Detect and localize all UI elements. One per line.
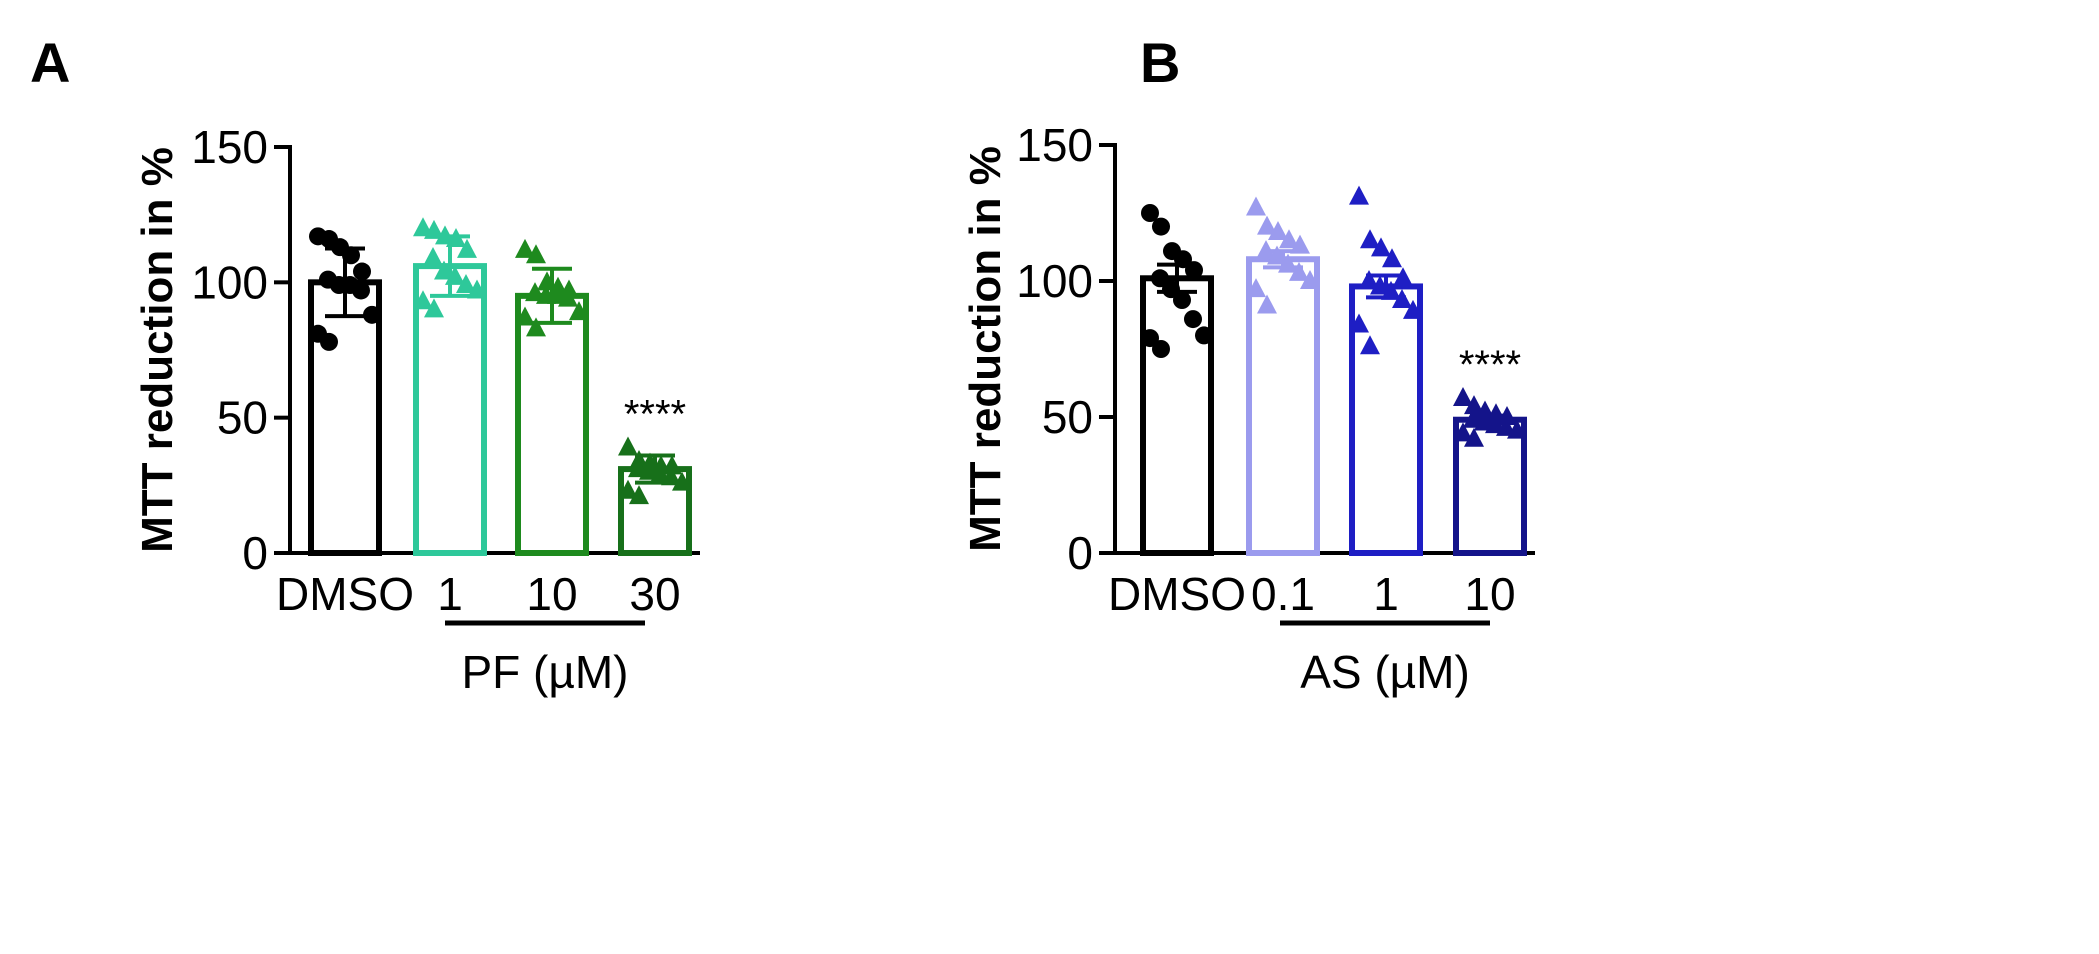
bar-0.1	[1246, 256, 1320, 556]
data-point	[558, 287, 578, 307]
data-point	[1300, 270, 1320, 289]
data-point	[629, 485, 649, 505]
data-point	[1152, 217, 1170, 236]
data-point	[1360, 229, 1380, 249]
data-point	[1195, 326, 1213, 345]
data-point	[1141, 204, 1159, 222]
data-point	[1381, 280, 1401, 300]
data-point	[1173, 291, 1191, 310]
data-point	[413, 290, 433, 310]
data-point	[1392, 289, 1412, 309]
data-point	[445, 265, 465, 285]
data-point	[1403, 299, 1423, 319]
data-point	[424, 298, 444, 318]
y-tick-label: 100	[1016, 255, 1093, 307]
data-point	[618, 436, 638, 456]
x-tick-label: 1	[1373, 568, 1399, 620]
x-tick-label: DMSO	[1108, 568, 1246, 620]
data-point	[1268, 221, 1288, 241]
y-tick-label: 100	[191, 256, 268, 308]
data-point	[1246, 196, 1266, 216]
y-tick-label: 50	[1042, 391, 1093, 443]
data-point	[1278, 253, 1298, 273]
data-point	[423, 246, 443, 266]
data-point	[1289, 261, 1309, 281]
y-tick-label: 150	[1016, 119, 1093, 171]
data-point	[1349, 185, 1369, 205]
data-point	[1141, 329, 1159, 348]
data-point	[1256, 240, 1276, 260]
data-point	[352, 281, 370, 300]
data-point	[1151, 269, 1169, 288]
y-axis-label: MTT reduction in %	[133, 147, 182, 553]
y-tick-label: 0	[1067, 527, 1093, 579]
data-point	[672, 471, 692, 491]
data-point	[1257, 294, 1277, 314]
data-point	[1162, 280, 1180, 299]
y-tick-label: 150	[191, 121, 268, 173]
x-tick-label: DMSO	[276, 568, 414, 620]
data-point	[1185, 261, 1203, 280]
data-point	[1349, 313, 1369, 333]
data-point	[661, 466, 681, 486]
data-point	[446, 228, 466, 248]
data-point	[569, 301, 589, 321]
data-point	[1464, 395, 1484, 415]
data-point	[467, 279, 487, 299]
data-point	[424, 219, 444, 239]
y-tick-label: 50	[217, 392, 268, 444]
data-point	[320, 332, 338, 351]
data-point	[1497, 406, 1517, 425]
data-point	[353, 262, 371, 281]
data-point	[662, 455, 682, 475]
data-point	[1174, 250, 1192, 269]
x-tick-label: 0.1	[1251, 568, 1315, 620]
data-point	[1290, 234, 1310, 254]
significance-label: ****	[1459, 343, 1521, 387]
data-point	[1382, 248, 1402, 268]
data-point	[1453, 386, 1473, 406]
data-point	[342, 246, 360, 265]
data-point	[1267, 245, 1287, 265]
x-tick-label: 10	[526, 568, 577, 620]
significance-label: ****	[624, 392, 686, 436]
y-axis-label: MTT reduction in %	[961, 146, 1010, 552]
panel-label-b: B	[1140, 31, 1181, 94]
data-point	[363, 305, 381, 324]
data-point	[1507, 419, 1527, 439]
data-point	[1393, 267, 1413, 287]
data-point	[526, 317, 546, 337]
data-point	[434, 260, 454, 280]
data-point	[1257, 215, 1277, 235]
y-tick-label: 0	[242, 527, 268, 579]
x-tick-label: 1	[437, 568, 463, 620]
data-point	[1360, 335, 1380, 355]
data-point	[457, 238, 477, 258]
data-point	[1359, 270, 1379, 289]
data-point	[1453, 422, 1473, 442]
data-point	[537, 271, 557, 291]
x-axis-label: PF (µM)	[461, 646, 628, 698]
panel-label-a: A	[30, 31, 71, 94]
data-point	[1464, 427, 1484, 447]
data-point	[515, 306, 535, 326]
data-point	[1246, 278, 1266, 298]
data-point	[559, 279, 579, 299]
data-point	[1279, 229, 1299, 249]
data-point	[1152, 340, 1170, 358]
data-point	[1184, 310, 1202, 329]
data-point	[526, 244, 546, 264]
data-point	[1370, 275, 1390, 295]
data-point	[515, 238, 535, 258]
x-tick-label: 30	[629, 568, 680, 620]
data-point	[1371, 237, 1391, 257]
data-point	[456, 274, 476, 294]
x-axis-label: AS (µM)	[1300, 646, 1470, 698]
data-point	[618, 479, 638, 499]
x-tick-label: 10	[1464, 568, 1515, 620]
